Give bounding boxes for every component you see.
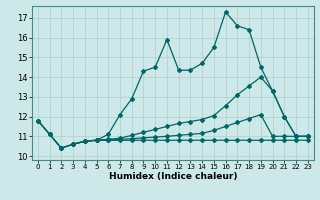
X-axis label: Humidex (Indice chaleur): Humidex (Indice chaleur) [108,172,237,181]
